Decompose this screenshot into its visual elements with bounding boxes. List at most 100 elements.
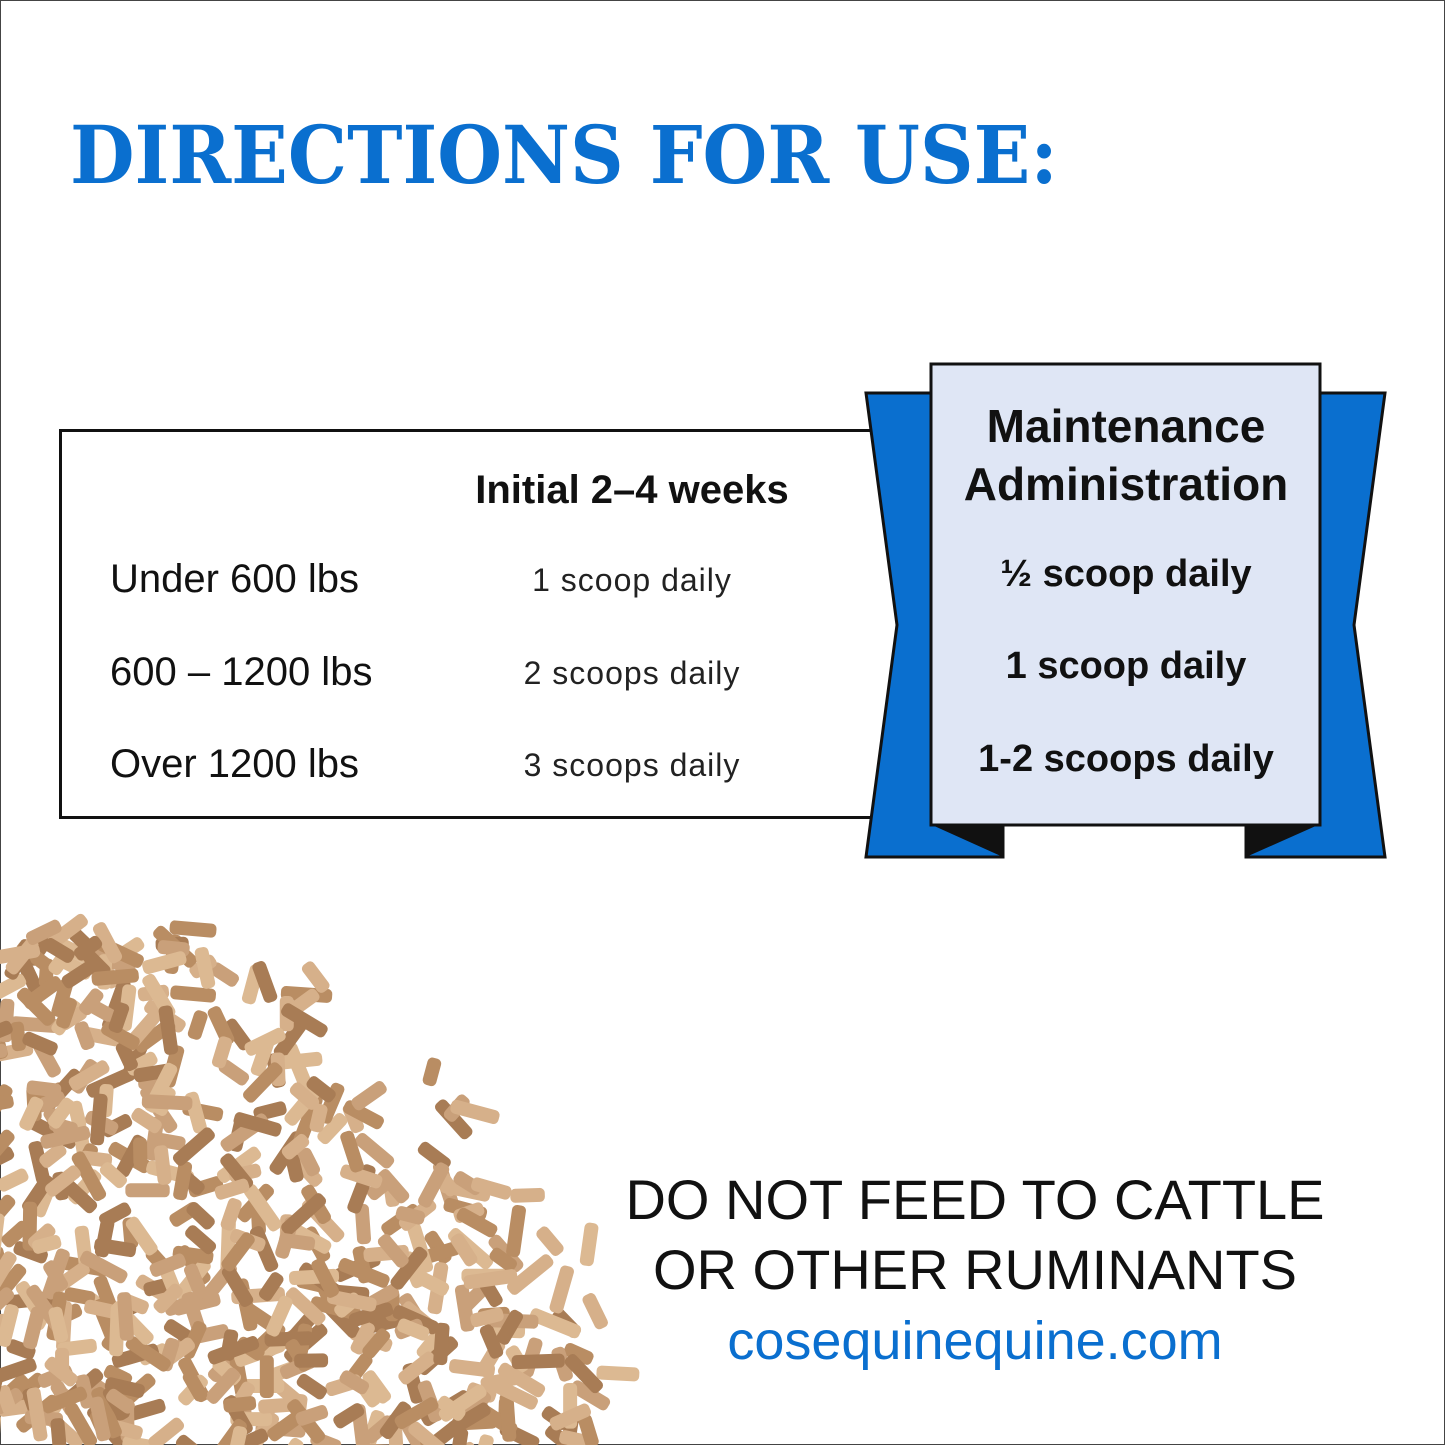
- pellet: [39, 1143, 67, 1168]
- pellet: [0, 1304, 19, 1348]
- pellet: [281, 1003, 328, 1038]
- pellet: [108, 1002, 130, 1033]
- pellet: [578, 1414, 599, 1445]
- pellet: [9, 1021, 26, 1052]
- warning-line-1: DO NOT FEED TO CATTLE: [625, 1168, 1325, 1231]
- pellet: [117, 1292, 134, 1341]
- pellet: [536, 1226, 564, 1256]
- pellet: [0, 973, 27, 1000]
- pellet: [106, 1388, 135, 1414]
- pellet: [499, 1392, 517, 1442]
- pellet: [99, 1202, 132, 1227]
- pellet: [50, 1418, 68, 1445]
- pellet: [295, 1405, 329, 1426]
- pellet: [259, 1355, 274, 1398]
- pellet: [26, 1387, 48, 1442]
- pellet: [149, 1253, 186, 1277]
- pellet: [86, 1067, 136, 1098]
- pellet: [125, 1336, 171, 1372]
- pellet: [438, 1384, 487, 1422]
- pellet: [267, 1413, 301, 1442]
- pellet: [0, 1146, 15, 1177]
- pellet: [309, 1103, 328, 1133]
- pellet: [205, 1367, 241, 1404]
- pellet: [41, 1386, 88, 1414]
- pellet: [214, 1178, 250, 1200]
- pellet: [579, 1222, 599, 1267]
- pellet: [154, 1145, 172, 1185]
- pellet: [497, 1362, 546, 1398]
- pellet: [244, 1027, 286, 1056]
- pellet: [450, 1233, 478, 1267]
- pellet: [221, 1265, 254, 1308]
- pellet: [294, 1353, 329, 1368]
- pellet: [350, 1321, 375, 1355]
- pellet: [142, 951, 187, 975]
- pellet: [89, 1396, 111, 1442]
- pellet: [0, 943, 41, 965]
- pellet: [126, 1051, 158, 1076]
- pellet: [0, 1385, 17, 1415]
- pellet: [25, 919, 62, 946]
- pellet: [340, 1164, 383, 1189]
- pellet: [221, 1232, 255, 1272]
- pellet: [338, 1258, 390, 1288]
- pellet: [278, 1233, 316, 1251]
- pellet: [408, 1421, 446, 1445]
- dosage-table: Initial 2–4 weeks Under 600 lbs 1 scoop …: [59, 429, 899, 819]
- pellet: [13, 1241, 48, 1264]
- pellet: [211, 1036, 233, 1069]
- pellet: [22, 1031, 58, 1056]
- pellet: [48, 1306, 69, 1343]
- pellet: [185, 1225, 217, 1255]
- pellet: [91, 968, 139, 986]
- pellet: [92, 922, 123, 964]
- pellet: [61, 1179, 98, 1214]
- pellet: [549, 1265, 574, 1314]
- pellet: [6, 1339, 36, 1360]
- pellet: [51, 979, 73, 1018]
- pellet: [186, 1201, 215, 1230]
- pellet: [326, 1290, 377, 1312]
- pellet: [529, 1308, 582, 1339]
- pellet: [317, 1113, 348, 1145]
- pellet: [549, 1403, 592, 1431]
- pellet: [125, 1183, 170, 1198]
- pellet: [340, 1130, 364, 1173]
- pellet: [45, 1165, 81, 1197]
- pellet: [23, 1306, 45, 1350]
- pellet: [99, 1162, 128, 1189]
- pellet: [0, 1287, 15, 1327]
- pellet: [243, 1184, 282, 1232]
- pellet: [397, 1318, 430, 1341]
- pellet: [71, 1151, 107, 1202]
- pellet: [170, 985, 217, 1003]
- pellet: [131, 1107, 162, 1134]
- pellet: [470, 1307, 504, 1328]
- page-title: DIRECTIONS FOR USE:: [70, 108, 1058, 202]
- pellet: [79, 1250, 128, 1284]
- pellet: [224, 1018, 252, 1051]
- initial-dose: 3 scoops daily: [523, 747, 741, 783]
- pellet: [175, 1434, 207, 1445]
- pellet: [16, 987, 56, 1026]
- pellet: [207, 1006, 235, 1046]
- pellet: [0, 1251, 17, 1293]
- pellet: [507, 1254, 554, 1295]
- pellet: [463, 1269, 518, 1290]
- pellet: [223, 1396, 257, 1413]
- pellet: [510, 1187, 545, 1203]
- website-link[interactable]: cosequinequine.com: [727, 1311, 1223, 1371]
- pellet: [564, 1354, 604, 1394]
- initial-dose: 2 scoops daily: [523, 655, 741, 691]
- pellet: [351, 1080, 387, 1111]
- pellet: [258, 1272, 284, 1302]
- pellet: [47, 913, 88, 949]
- pellet: [90, 1093, 108, 1146]
- pellet: [184, 1263, 208, 1300]
- pellet: [0, 1084, 13, 1117]
- pellet: [339, 1370, 370, 1395]
- maintenance-header-line1: Maintenance: [986, 400, 1266, 452]
- pellet: [422, 1057, 442, 1087]
- pellet: [207, 1336, 260, 1365]
